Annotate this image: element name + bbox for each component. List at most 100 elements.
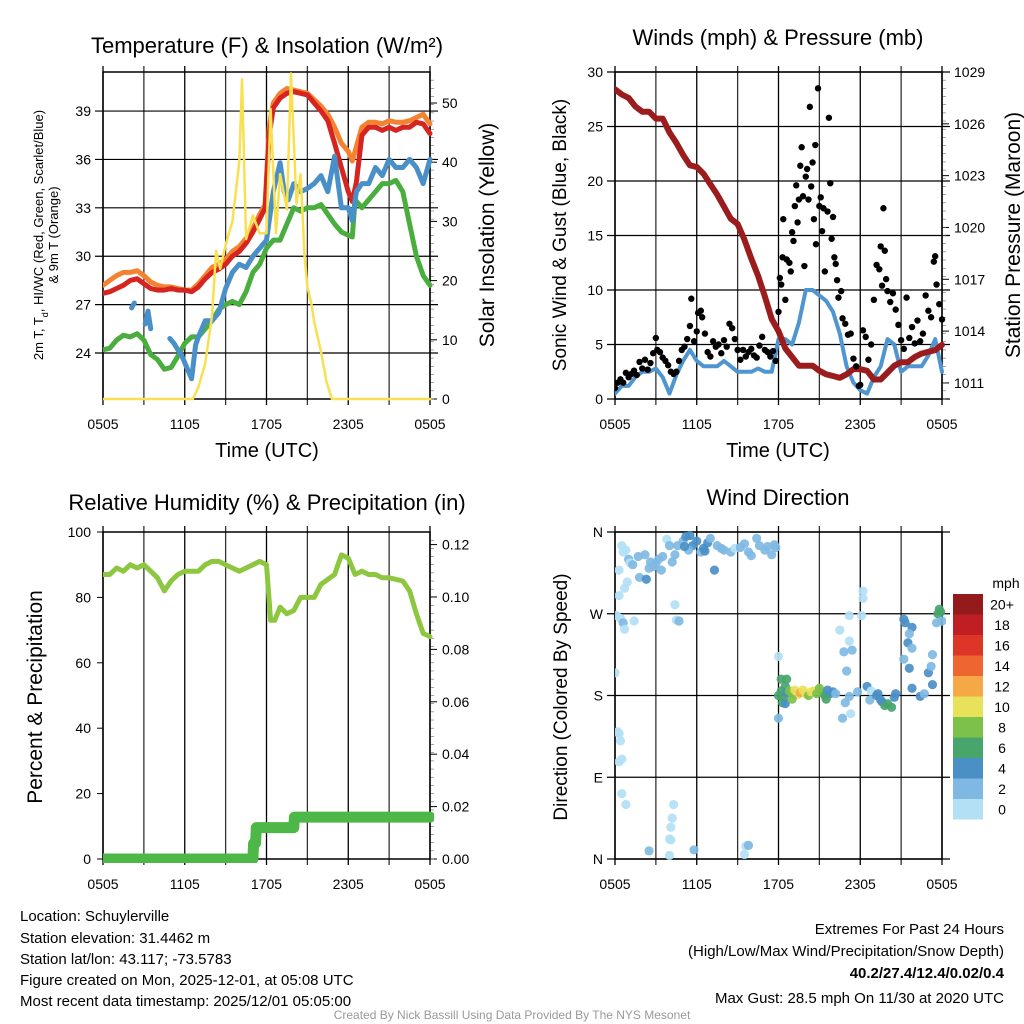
wind-chart: 0 5 10 15 20 25 30 1011 1014 1017 1020 1023 1026 1029…: [587, 64, 985, 432]
gust-point: [881, 247, 888, 254]
gust-point: [818, 227, 826, 235]
direction-point: [858, 586, 868, 596]
y-tick-label-left: 24: [75, 345, 91, 361]
gust-point: [812, 241, 820, 248]
x-tick-label: 0505: [926, 416, 957, 432]
x-tick-label: 1105: [170, 416, 200, 432]
gust-point: [911, 340, 918, 347]
direction-point: [640, 550, 650, 560]
gust-point: [859, 327, 867, 334]
gust-point: [681, 343, 688, 350]
gust-point: [821, 268, 829, 275]
direction-point: [670, 600, 680, 610]
direction-point: [899, 654, 909, 664]
gust-point: [876, 266, 883, 273]
direction-point: [927, 680, 938, 690]
gust-point: [647, 359, 654, 367]
direction-point: [857, 610, 867, 621]
direction-point: [842, 666, 852, 676]
legend-label: 12: [994, 678, 1010, 694]
y-tick-label-right: 50: [442, 95, 458, 111]
direction-point: [709, 565, 720, 575]
extremes-legend: (High/Low/Max Wind/Precipitation/Snow De…: [688, 943, 1004, 960]
gust-point: [801, 262, 808, 270]
legend-swatch: [953, 717, 983, 738]
gust-point: [922, 292, 929, 299]
y-tick-label-left: 36: [75, 151, 91, 167]
direction-point: [619, 583, 630, 593]
plot-frame: [614, 71, 943, 400]
y-tick-label-left: 25: [587, 119, 603, 135]
gust-point: [790, 237, 797, 245]
legend-label: 14: [994, 658, 1010, 674]
gust-point: [652, 334, 660, 342]
legend-swatch: [953, 758, 983, 779]
series-td: [103, 177, 433, 372]
gust-point: [718, 350, 725, 357]
plot-frame: [102, 531, 431, 860]
series-precipitation: [103, 811, 434, 863]
gust-point: [889, 290, 897, 297]
gust-point: [842, 320, 849, 327]
gust-point: [656, 348, 664, 356]
direction-point: [615, 565, 624, 575]
gust-point: [734, 346, 741, 354]
extremes-title: Extremes For Past 24 Hours: [815, 921, 1004, 938]
wind-ylabel-right: Station Pressure (Maroon): [1002, 112, 1024, 358]
legend-label: 10: [994, 699, 1010, 715]
gust-point: [641, 356, 649, 363]
rh-chart: 0 20 40 60 80 100 0.00 0.02 0.04 0.06 0.08 0.10 0.12…: [68, 524, 470, 892]
direction-point: [641, 574, 651, 584]
gust-point: [786, 259, 793, 266]
gust-point: [878, 282, 886, 289]
y-tick-label-right: 1029: [954, 64, 985, 80]
x-tick-label: 0505: [599, 416, 630, 432]
gust-point: [720, 336, 728, 344]
direction-point: [692, 536, 702, 546]
gust-point: [862, 333, 869, 341]
speed-legend: mph 20+ 18 16 14 12 10 8 6 4 2 0: [953, 575, 1020, 820]
gust-point: [880, 205, 887, 212]
y-tick-label-right: 0.08: [442, 641, 469, 657]
direction-point: [886, 702, 897, 712]
x-tick-label: 1105: [682, 876, 712, 892]
direction-point: [667, 813, 677, 823]
series-solar-insolation: [103, 72, 432, 401]
gust-point: [927, 314, 935, 321]
y-tick-label-left: 20: [75, 786, 91, 802]
gust-point: [865, 356, 872, 363]
direction-point: [787, 694, 797, 704]
plot-area: [615, 531, 946, 860]
gust-point: [769, 347, 777, 355]
direction-point: [685, 531, 695, 541]
direction-point: [907, 643, 917, 653]
direction-point: [705, 533, 715, 543]
direction-point: [700, 546, 710, 556]
direction-point: [615, 590, 624, 601]
gust-point: [644, 366, 651, 373]
temp-chart: 24 27 30 33 36 39 0 10 20 30 40 50 0505 1105 1705 2305 0…: [75, 66, 458, 432]
y-tick-label-right: 0: [442, 391, 450, 407]
gust-point: [737, 356, 744, 363]
gust-point: [930, 258, 938, 265]
gust-point: [753, 354, 760, 361]
legend-label: 0: [998, 801, 1006, 817]
y-tick-label-left: S: [594, 688, 603, 704]
gust-point: [857, 381, 864, 389]
y-tick-label-left: 0: [83, 851, 91, 867]
latlon-text: Station lat/lon: 43.117; -73.5783: [20, 951, 232, 968]
x-tick-label: 1705: [251, 416, 282, 432]
gust-point: [908, 323, 916, 331]
gust-point: [728, 324, 736, 332]
legend-swatch: [953, 614, 983, 635]
legend-label: 8: [998, 719, 1006, 735]
direction-point: [615, 729, 624, 739]
gust-point: [897, 336, 905, 344]
gust-point: [690, 338, 698, 345]
gust-point: [633, 371, 640, 379]
gust-point: [814, 85, 822, 92]
y-tick-label-right: 1014: [954, 323, 985, 339]
gust-point: [780, 215, 787, 223]
extremes-info: Extremes For Past 24 Hours (High/Low/Max…: [688, 921, 1005, 1007]
